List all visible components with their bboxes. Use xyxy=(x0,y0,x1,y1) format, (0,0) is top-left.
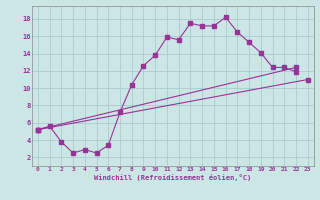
X-axis label: Windchill (Refroidissement éolien,°C): Windchill (Refroidissement éolien,°C) xyxy=(94,174,252,181)
